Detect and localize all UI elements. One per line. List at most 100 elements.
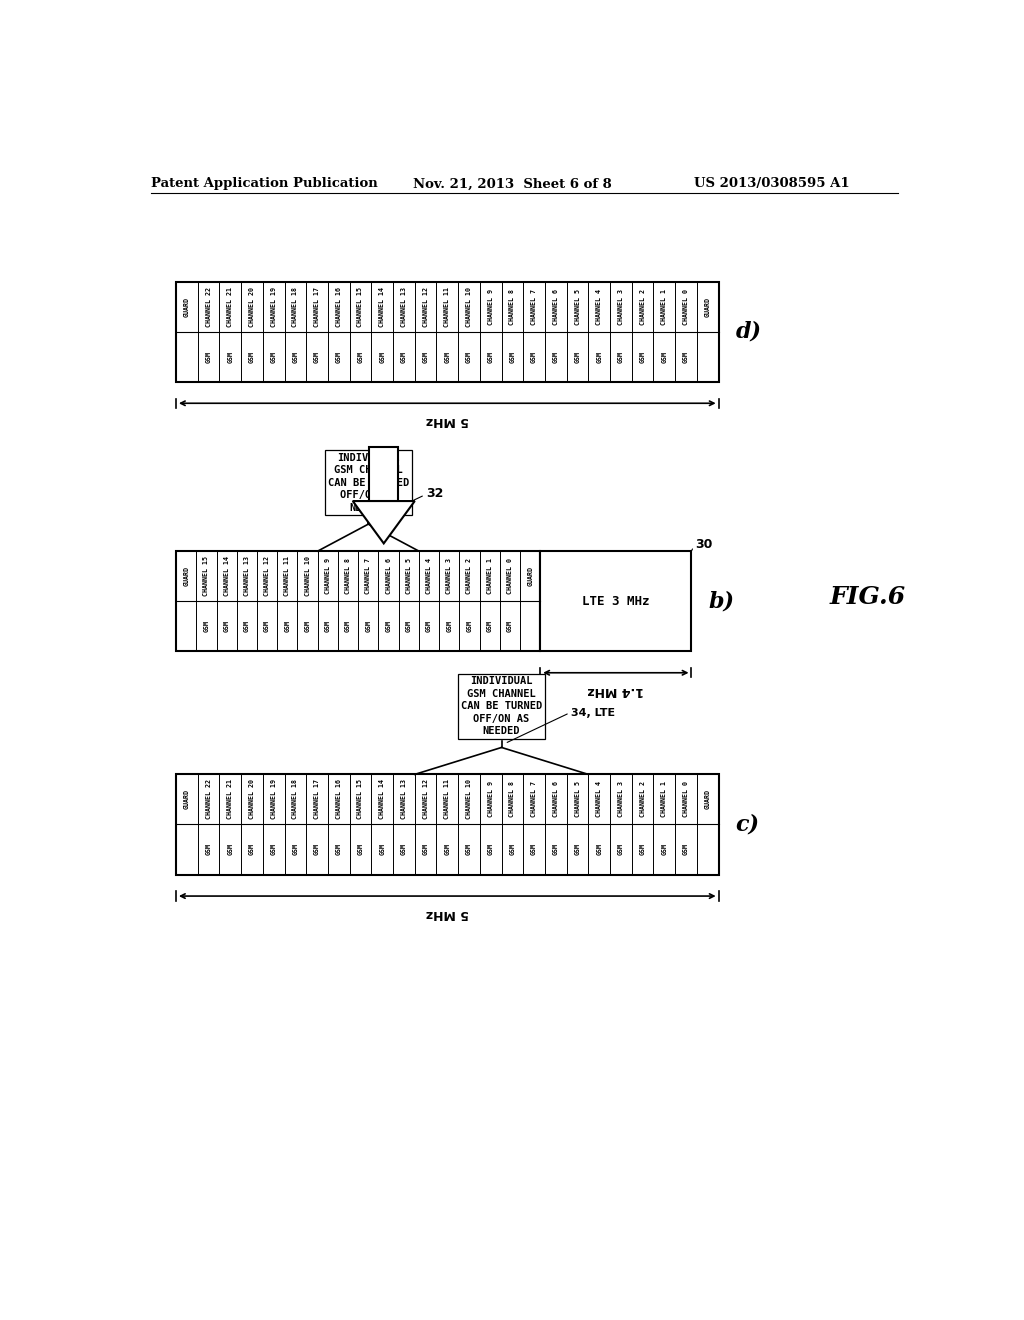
Text: GSM: GSM [385,620,391,632]
Text: GSM: GSM [204,620,209,632]
Text: GSM: GSM [379,843,385,855]
Text: GSM: GSM [531,843,538,855]
Text: GSM: GSM [640,843,645,855]
Text: CHANNEL 3: CHANNEL 3 [446,558,453,594]
Text: GSM: GSM [507,620,513,632]
Text: CHANNEL 11: CHANNEL 11 [444,779,451,820]
Text: CHANNEL 12: CHANNEL 12 [264,556,270,597]
Text: CHANNEL 1: CHANNEL 1 [662,781,668,817]
Text: GSM: GSM [617,351,624,363]
Text: CHANNEL 16: CHANNEL 16 [336,286,342,326]
Text: GSM: GSM [487,843,494,855]
Text: CHANNEL 22: CHANNEL 22 [206,779,212,820]
Text: 5 MHz: 5 MHz [426,907,469,920]
Text: CHANNEL 2: CHANNEL 2 [640,289,645,325]
Text: CHANNEL 4: CHANNEL 4 [596,289,602,325]
Text: CHANNEL 2: CHANNEL 2 [467,558,472,594]
Text: CHANNEL 12: CHANNEL 12 [423,286,429,326]
Text: GSM: GSM [357,351,364,363]
Text: GSM: GSM [345,620,351,632]
Text: GSM: GSM [264,620,270,632]
Bar [176,552,541,651]
Polygon shape [352,502,415,544]
Text: CHANNEL 0: CHANNEL 0 [683,781,689,817]
Text: GSM: GSM [662,351,668,363]
Text: LTE 3 MHz: LTE 3 MHz [582,594,649,607]
Text: GUARD: GUARD [527,566,534,586]
Text: CHANNEL 8: CHANNEL 8 [345,558,351,594]
Text: CHANNEL 15: CHANNEL 15 [357,286,364,326]
Text: GSM: GSM [596,351,602,363]
Text: GSM: GSM [553,351,559,363]
Text: GUARD: GUARD [705,789,711,809]
Text: Patent Application Publication: Patent Application Publication [152,177,378,190]
Text: CHANNEL 17: CHANNEL 17 [314,286,321,326]
Text: GSM: GSM [467,620,472,632]
Text: CHANNEL 8: CHANNEL 8 [509,289,515,325]
Text: CHANNEL 7: CHANNEL 7 [531,781,538,817]
Text: 34, LTE: 34, LTE [571,708,615,718]
Text: CHANNEL 14: CHANNEL 14 [223,556,229,597]
Text: CHANNEL 12: CHANNEL 12 [423,779,429,820]
Text: CHANNEL 1: CHANNEL 1 [486,558,493,594]
Text: GSM: GSM [466,843,472,855]
Text: GSM: GSM [366,620,372,632]
Text: CHANNEL 1: CHANNEL 1 [662,289,668,325]
Text: CHANNEL 6: CHANNEL 6 [553,289,559,325]
Text: CHANNEL 10: CHANNEL 10 [304,556,310,597]
Text: GSM: GSM [270,351,276,363]
Text: CHANNEL 7: CHANNEL 7 [366,558,372,594]
Text: CHANNEL 14: CHANNEL 14 [379,286,385,326]
Text: GSM: GSM [640,351,645,363]
Text: GSM: GSM [683,351,689,363]
Text: c): c) [735,813,760,836]
Text: CHANNEL 8: CHANNEL 8 [509,781,515,817]
Text: US 2013/0308595 A1: US 2013/0308595 A1 [693,177,849,190]
Text: GSM: GSM [444,843,451,855]
Text: CHANNEL 22: CHANNEL 22 [206,286,212,326]
Text: CHANNEL 13: CHANNEL 13 [401,286,407,326]
Text: GSM: GSM [325,620,331,632]
Text: CHANNEL 10: CHANNEL 10 [466,779,472,820]
Text: CHANNEL 14: CHANNEL 14 [379,779,385,820]
Text: CHANNEL 10: CHANNEL 10 [466,286,472,326]
Text: GSM: GSM [683,843,689,855]
Text: GSM: GSM [206,843,212,855]
Text: CHANNEL 15: CHANNEL 15 [204,556,209,597]
Text: GUARD: GUARD [184,789,189,809]
Bar [176,775,719,875]
Text: GSM: GSM [314,843,321,855]
Text: CHANNEL 11: CHANNEL 11 [285,556,291,597]
Text: GSM: GSM [509,843,515,855]
Text: GSM: GSM [486,620,493,632]
Text: Nov. 21, 2013  Sheet 6 of 8: Nov. 21, 2013 Sheet 6 of 8 [414,177,612,190]
Text: GSM: GSM [487,351,494,363]
Text: CHANNEL 0: CHANNEL 0 [683,289,689,325]
Text: GSM: GSM [596,843,602,855]
Text: CHANNEL 20: CHANNEL 20 [249,286,255,326]
Text: GSM: GSM [553,843,559,855]
Text: CHANNEL 18: CHANNEL 18 [293,779,298,820]
Text: CHANNEL 20: CHANNEL 20 [249,779,255,820]
Text: GSM: GSM [509,351,515,363]
Text: CHANNEL 15: CHANNEL 15 [357,779,364,820]
Text: CHANNEL 18: CHANNEL 18 [293,286,298,326]
Text: CHANNEL 9: CHANNEL 9 [325,558,331,594]
Text: CHANNEL 6: CHANNEL 6 [553,781,559,817]
Text: CHANNEL 16: CHANNEL 16 [336,779,342,820]
Text: GSM: GSM [227,351,233,363]
Text: CHANNEL 0: CHANNEL 0 [507,558,513,594]
Text: 30: 30 [695,539,713,552]
Text: CHANNEL 6: CHANNEL 6 [385,558,391,594]
Text: INDIVIDUAL
GSM CHANNEL
CAN BE TURNED
OFF/ON AS
NEEDED: INDIVIDUAL GSM CHANNEL CAN BE TURNED OFF… [461,676,542,737]
Text: GSM: GSM [336,351,342,363]
Text: CHANNEL 19: CHANNEL 19 [270,286,276,326]
Text: CHANNEL 21: CHANNEL 21 [227,779,233,820]
Text: b): b) [709,590,734,612]
Text: GSM: GSM [406,620,412,632]
Text: GSM: GSM [426,620,432,632]
Text: GSM: GSM [617,843,624,855]
Text: CHANNEL 5: CHANNEL 5 [574,289,581,325]
Text: GSM: GSM [249,843,255,855]
Text: GSM: GSM [206,351,212,363]
